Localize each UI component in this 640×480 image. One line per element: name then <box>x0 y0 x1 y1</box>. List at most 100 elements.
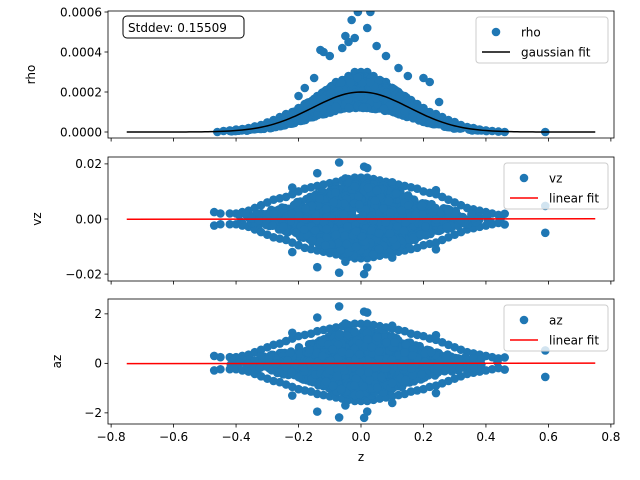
data-point <box>426 118 435 128</box>
data-point <box>425 77 435 87</box>
data-point <box>418 210 427 219</box>
plot-area <box>126 302 596 423</box>
data-point <box>351 242 361 251</box>
legend: az linear fit <box>503 304 609 352</box>
x-tick-label: 0.8 <box>601 430 620 444</box>
data-point <box>285 348 295 358</box>
data-point <box>275 368 284 377</box>
data-point <box>400 354 409 364</box>
data-point <box>500 365 509 374</box>
y-tick-label: 0.00 <box>75 212 102 226</box>
data-point <box>322 224 331 234</box>
data-point <box>315 194 324 203</box>
data-point <box>540 228 550 238</box>
data-point <box>341 257 350 267</box>
stddev-annotation: Stddev: 0.15509 <box>122 15 245 39</box>
data-point <box>294 211 304 220</box>
x-axis-label: z <box>358 450 364 464</box>
data-point <box>322 233 331 242</box>
data-point <box>455 364 465 373</box>
data-point <box>336 384 346 394</box>
data-point <box>328 381 338 391</box>
data-point <box>350 327 360 337</box>
data-point <box>333 238 343 248</box>
data-point <box>333 371 342 381</box>
data-point <box>318 351 327 361</box>
y-tick-label: −2 <box>84 406 102 420</box>
data-point <box>469 363 479 372</box>
data-point <box>345 349 355 358</box>
legend-label: linear fit <box>549 334 599 348</box>
data-point <box>390 338 400 347</box>
data-point <box>287 183 297 192</box>
data-point <box>395 92 404 102</box>
data-point <box>354 200 364 209</box>
data-point <box>500 220 509 229</box>
plot-area <box>126 158 596 279</box>
data-point <box>382 338 391 347</box>
data-point <box>254 215 263 225</box>
data-point <box>400 348 409 357</box>
data-point <box>381 51 391 61</box>
data-point <box>321 204 331 214</box>
legend-label: az <box>549 314 563 328</box>
data-point <box>294 372 304 382</box>
data-point <box>264 352 274 362</box>
data-point <box>321 240 330 250</box>
data-point <box>431 330 441 340</box>
legend-label: rho <box>521 26 541 40</box>
legend-label: gaussian fit <box>521 46 591 60</box>
data-point <box>336 78 346 87</box>
data-point <box>365 77 375 87</box>
y-axis-label: vz <box>30 212 44 225</box>
data-point <box>307 236 317 245</box>
data-point <box>493 357 502 367</box>
data-point <box>421 231 431 240</box>
data-point <box>402 97 412 106</box>
data-point <box>379 104 389 114</box>
data-point <box>339 210 349 220</box>
data-point <box>325 365 334 375</box>
data-point <box>431 245 441 254</box>
data-point <box>287 247 297 257</box>
data-point <box>363 183 373 193</box>
scatter-series-az <box>209 302 550 423</box>
data-point <box>431 203 440 213</box>
data-point <box>399 226 409 235</box>
data-point <box>308 96 317 105</box>
data-point <box>426 347 436 357</box>
data-point <box>409 233 418 242</box>
data-point <box>331 188 340 197</box>
data-point <box>238 219 247 228</box>
data-point <box>334 86 344 95</box>
data-point <box>364 367 373 377</box>
data-point <box>357 232 367 241</box>
data-point <box>305 345 314 355</box>
data-point <box>312 313 322 322</box>
data-point <box>341 401 350 410</box>
data-point <box>331 102 341 111</box>
data-point <box>380 364 390 373</box>
data-point <box>293 197 302 207</box>
data-point <box>421 222 430 231</box>
data-point <box>268 221 277 230</box>
data-point <box>342 239 351 249</box>
y-tick-label: 0.0002 <box>60 85 102 99</box>
data-point <box>321 377 331 386</box>
data-point <box>374 229 384 238</box>
data-point <box>346 78 355 88</box>
data-point <box>387 178 397 187</box>
data-point <box>216 219 225 229</box>
data-point <box>339 199 349 208</box>
data-point <box>387 253 397 262</box>
data-point <box>281 362 291 372</box>
data-point <box>392 222 402 231</box>
data-point <box>269 209 279 219</box>
data-point <box>309 73 319 83</box>
data-point <box>371 93 381 103</box>
data-point <box>500 353 509 362</box>
data-point <box>353 11 363 17</box>
data-point <box>350 33 360 43</box>
